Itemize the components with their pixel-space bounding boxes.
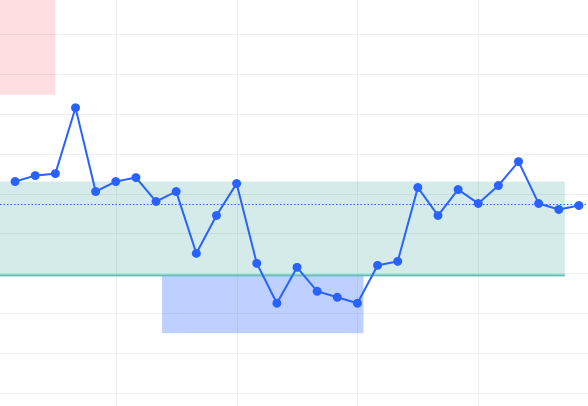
data-point (574, 200, 584, 210)
data-point (292, 262, 302, 272)
data-point (514, 157, 524, 167)
data-point (71, 103, 81, 113)
data-point (433, 210, 443, 220)
data-point (453, 185, 463, 195)
data-point (373, 260, 383, 270)
data-point (252, 258, 262, 268)
data-point (312, 286, 322, 296)
data-point (413, 183, 423, 193)
highlight-band (0, 181, 565, 277)
data-point (473, 198, 483, 208)
data-point (493, 181, 503, 191)
data-point (211, 210, 221, 220)
data-point (393, 256, 403, 266)
data-point (232, 179, 242, 189)
data-point (554, 204, 564, 214)
data-point (171, 187, 181, 197)
data-point (332, 292, 342, 302)
highlight-bands (0, 0, 565, 334)
highlight-band (162, 276, 364, 334)
data-point (352, 298, 362, 308)
data-point (50, 169, 60, 179)
highlight-band (0, 0, 56, 95)
data-point (191, 248, 201, 258)
series-group (10, 103, 584, 308)
data-point (30, 171, 40, 181)
data-point (131, 173, 141, 183)
data-point (151, 197, 161, 207)
data-point (272, 298, 282, 308)
data-point (534, 198, 544, 208)
data-point (111, 177, 121, 187)
data-point (10, 177, 20, 187)
data-point (91, 187, 101, 197)
